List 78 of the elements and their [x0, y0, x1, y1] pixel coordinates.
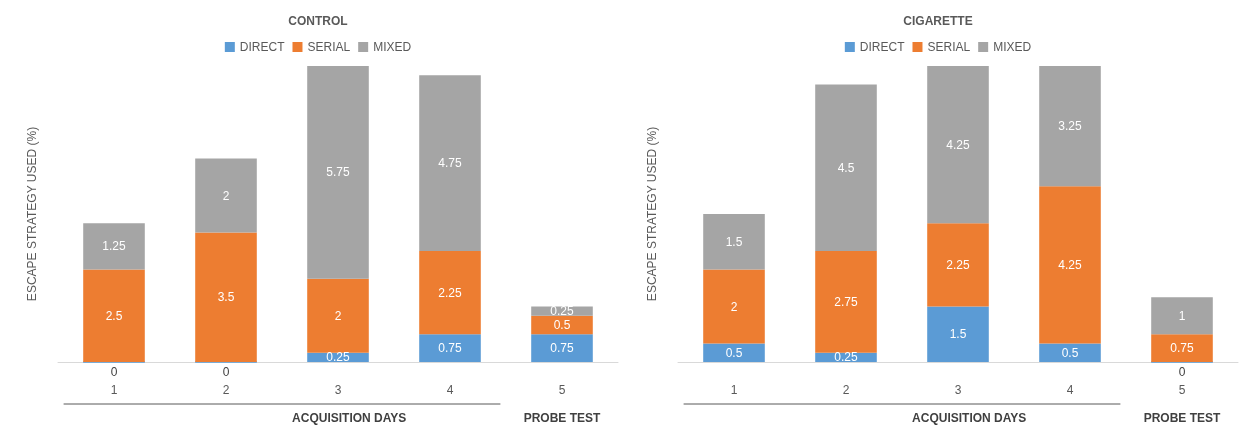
- data-label: 0.25: [834, 350, 858, 365]
- data-label: 0.25: [326, 350, 350, 365]
- x-axis-title: ACQUISITION DAYS: [292, 411, 407, 425]
- bar: [419, 251, 481, 335]
- bar: [927, 306, 989, 362]
- data-label: 4.5: [837, 160, 855, 175]
- data-label: 4.25: [946, 137, 970, 152]
- x-tick-label: 3: [954, 383, 962, 397]
- bar: [1039, 186, 1101, 344]
- text: PROBE TEST: [523, 411, 601, 425]
- data-label: 0.5: [725, 345, 743, 360]
- bar: [703, 269, 765, 344]
- data-label: 0: [222, 364, 230, 379]
- data-label: 2: [730, 299, 738, 314]
- x-tick-label: 3: [334, 383, 342, 397]
- bar: [307, 66, 369, 279]
- data-label: 1.5: [949, 327, 967, 342]
- data-label: 3.5: [217, 290, 235, 305]
- bar: [83, 223, 145, 270]
- x-tick-label: 4: [1066, 383, 1074, 397]
- data-label: 3.25: [1058, 119, 1082, 134]
- bar: [531, 315, 593, 335]
- legend-label: DIRECT: [239, 40, 286, 54]
- y-axis-title: ESCAPE STRATEGY USED (%): [25, 126, 39, 302]
- legend-label: MIXED: [993, 40, 1032, 54]
- data-label: 0: [110, 364, 118, 379]
- bar: [1039, 343, 1101, 362]
- bar: [307, 278, 369, 353]
- chart-title: CIGARETTE: [903, 14, 973, 28]
- bar: [703, 343, 765, 362]
- data-label: 1.5: [725, 234, 743, 249]
- bar: [927, 223, 989, 307]
- data-label: 2.25: [946, 257, 970, 272]
- data-label: 2.5: [105, 308, 123, 323]
- text: PROBE TEST: [1143, 411, 1221, 425]
- data-label: 0.75: [550, 341, 574, 356]
- legend-label: DIRECT: [859, 40, 906, 54]
- x-tick-label: 4: [446, 383, 454, 397]
- chart-title: CONTROL: [288, 14, 348, 28]
- data-label: 0.5: [553, 318, 571, 332]
- data-label: 2: [334, 308, 342, 323]
- data-label: 0.75: [1170, 341, 1194, 356]
- bar: [419, 75, 481, 251]
- data-label: 5.75: [326, 165, 350, 180]
- bar: [195, 158, 257, 233]
- data-label: 1: [1178, 308, 1186, 323]
- x-tick-label: 5: [1178, 383, 1186, 397]
- legend-label: SERIAL: [307, 40, 351, 54]
- bar: [927, 66, 989, 224]
- x-axis-title: ACQUISITION DAYS: [912, 411, 1027, 425]
- bar: [531, 334, 593, 362]
- bar: [815, 84, 877, 251]
- x-tick-label: 2: [222, 383, 230, 397]
- legend-label: MIXED: [373, 40, 412, 54]
- data-label: 0.25: [550, 304, 574, 319]
- x-tick-label: 1: [730, 383, 738, 397]
- bar: [83, 269, 145, 362]
- data-label: 0: [1178, 364, 1186, 379]
- data-label: 0.5: [1061, 345, 1079, 360]
- x-tick-label: 2: [842, 383, 850, 397]
- bar: [703, 214, 765, 270]
- data-label: 1.25: [102, 239, 126, 254]
- x-tick-label: 5: [558, 383, 566, 397]
- data-label: 4.25: [1058, 257, 1082, 272]
- data-label: 0.75: [438, 341, 462, 356]
- bar: [419, 334, 481, 362]
- data-label: 2.25: [438, 285, 462, 300]
- bar: [1151, 334, 1213, 362]
- y-axis-title: ESCAPE STRATEGY USED (%): [645, 126, 659, 302]
- data-label: 2: [222, 188, 230, 203]
- data-label: 2.75: [834, 294, 858, 309]
- bar: [1151, 297, 1213, 335]
- bar: [1039, 66, 1101, 187]
- data-label: 4.75: [438, 156, 462, 171]
- x-tick-label: 1: [110, 383, 118, 397]
- bar: [815, 251, 877, 353]
- legend-label: SERIAL: [927, 40, 971, 54]
- bar: [195, 232, 257, 362]
